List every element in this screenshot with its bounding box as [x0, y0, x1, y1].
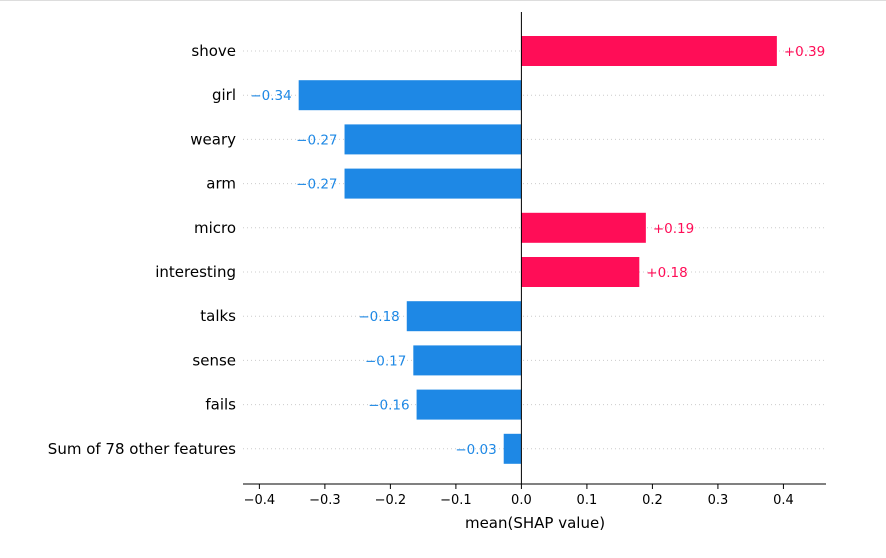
bar-0 [521, 36, 777, 66]
feature-label-0: shove [191, 42, 236, 60]
x-tick-label-6: 0.2 [642, 493, 663, 508]
x-axis: −0.4 −0.3 −0.2 −0.1 0.0 0.1 0.2 0.3 0.4 [243, 483, 826, 508]
bar-7 [413, 345, 522, 376]
feature-label-3: arm [206, 175, 236, 193]
x-tick-label-3: −0.1 [440, 493, 472, 508]
value-label-3: −0.27 [296, 177, 337, 193]
value-label-4: +0.19 [653, 221, 694, 237]
bars [298, 36, 777, 464]
value-label-1: −0.34 [250, 88, 291, 104]
feature-labels: shove girl weary arm micro interesting talks se… [48, 42, 236, 458]
row-gridlines [243, 50, 826, 450]
bar-3 [344, 168, 522, 199]
feature-label-7: sense [192, 351, 236, 369]
x-axis-label: mean(SHAP value) [465, 514, 605, 532]
bar-5 [521, 257, 640, 287]
feature-label-5: interesting [155, 263, 236, 281]
x-tick-label-2: −0.2 [375, 493, 407, 508]
value-label-6: −0.18 [358, 309, 399, 325]
feature-label-4: micro [194, 219, 236, 237]
value-label-0: +0.39 [784, 44, 825, 60]
x-tick-label-1: −0.3 [309, 493, 341, 508]
feature-label-1: girl [212, 86, 236, 104]
bar-4 [521, 212, 646, 243]
value-labels: +0.39 −0.34 −0.27 −0.27 +0.19 +0.18 −0.18 −0.17… [250, 44, 825, 458]
bar-2 [344, 124, 522, 155]
x-tick-label-5: 0.1 [577, 493, 598, 508]
value-label-9: −0.03 [455, 442, 496, 458]
bar-6 [406, 301, 522, 332]
bar-9 [503, 433, 522, 464]
x-tick-label-7: 0.3 [708, 493, 729, 508]
feature-label-2: weary [190, 130, 236, 148]
value-label-2: −0.27 [296, 132, 337, 148]
x-tick-label-0: −0.4 [244, 493, 276, 508]
top-rule [0, 0, 886, 1]
value-label-8: −0.16 [368, 398, 409, 414]
bar-8 [416, 389, 522, 420]
value-label-5: +0.18 [646, 265, 687, 281]
feature-label-8: fails [205, 396, 236, 414]
x-tick-label-8: 0.4 [773, 493, 794, 508]
bar-1 [298, 80, 522, 111]
feature-label-9: Sum of 78 other features [48, 440, 236, 458]
value-label-7: −0.17 [365, 353, 406, 369]
feature-label-6: talks [200, 307, 236, 325]
x-tick-label-4: 0.0 [511, 493, 532, 508]
